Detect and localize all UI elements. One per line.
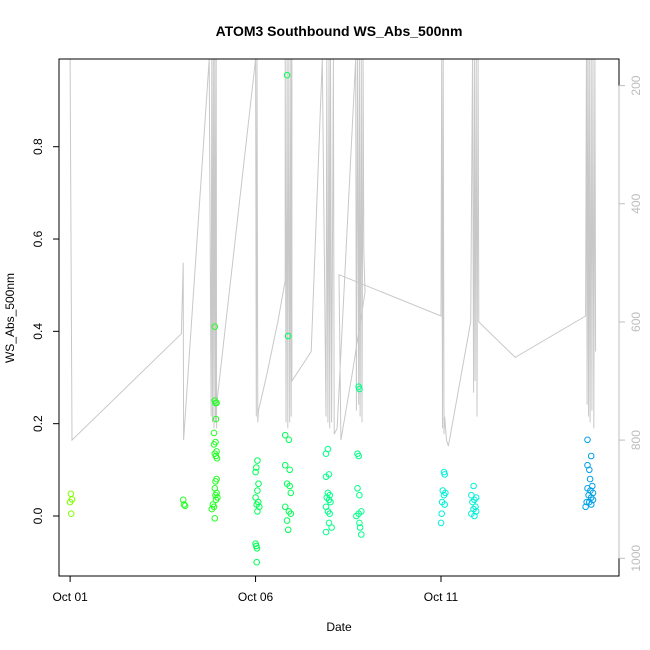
data-point — [355, 452, 363, 460]
data-point — [284, 526, 292, 534]
data-point — [322, 450, 330, 458]
data-point — [180, 501, 188, 508]
data-point — [586, 475, 594, 483]
x-tick-label: Oct 11 — [424, 590, 459, 604]
data-point — [212, 415, 220, 423]
data-point — [213, 399, 220, 407]
data-point — [67, 510, 75, 518]
data-point — [328, 524, 335, 531]
data-point — [322, 528, 330, 536]
data-point — [584, 436, 591, 444]
data-point — [356, 491, 363, 499]
data-point — [356, 519, 363, 527]
data-point — [441, 501, 449, 508]
data-point — [286, 482, 294, 490]
y-tick-label: 0.4 — [31, 323, 45, 340]
data-point — [469, 498, 476, 506]
data-point — [212, 478, 219, 485]
data-point — [326, 510, 334, 518]
data-point — [285, 436, 293, 444]
y2-tick-label: 400 — [629, 193, 643, 213]
data-point — [210, 441, 218, 448]
axes-layer: Oct 01 Oct 06 Oct 11 0.0 0.2 0.4 0.6 0.8 200 400 6… — [31, 75, 643, 604]
data-point — [211, 323, 219, 331]
data-point — [587, 452, 595, 460]
data-point — [437, 519, 445, 527]
data-point — [208, 505, 216, 513]
y2-tick-label: 600 — [629, 312, 643, 332]
data-point — [440, 491, 448, 499]
data-point — [213, 455, 221, 462]
data-point — [254, 508, 261, 515]
data-point — [286, 466, 294, 474]
data-point — [210, 429, 218, 437]
data-point — [327, 498, 334, 506]
data-point — [354, 485, 361, 492]
data-point — [255, 480, 262, 488]
data-point — [356, 524, 364, 531]
y-tick-label: 0.6 — [31, 230, 45, 247]
data-point — [586, 466, 593, 474]
y-tick-label: 0.8 — [31, 138, 45, 155]
data-point — [438, 510, 446, 518]
points-layer — [66, 71, 597, 566]
data-point — [254, 457, 261, 464]
data-point — [284, 332, 292, 340]
data-point — [253, 545, 261, 552]
y-tick-label: 0.2 — [31, 415, 45, 432]
x-tick-label: Oct 06 — [238, 590, 274, 604]
x-axis-label: Date — [326, 620, 352, 634]
y2-tick-label: 1000 — [629, 545, 643, 572]
data-point — [287, 510, 295, 518]
x-tick-label: Oct 01 — [52, 590, 88, 604]
data-point — [68, 496, 76, 503]
data-point — [353, 512, 360, 520]
data-point — [253, 558, 261, 566]
y-axis-label: WS_Abs_500nm — [3, 273, 17, 363]
data-point — [211, 515, 219, 522]
data-point — [181, 502, 189, 510]
data-point — [281, 461, 289, 469]
data-point — [179, 496, 187, 504]
data-point — [471, 512, 478, 520]
chart-title: ATOM3 Southbound WS_Abs_500nm — [216, 23, 463, 39]
y-tick-label: 0.0 — [31, 507, 45, 524]
data-point — [281, 431, 289, 439]
data-point — [322, 473, 330, 481]
data-point — [252, 464, 260, 471]
data-point — [470, 482, 477, 490]
data-point — [587, 501, 595, 508]
y2-tick-label: 200 — [629, 75, 643, 95]
data-point — [358, 531, 365, 538]
data-point — [582, 503, 589, 511]
data-point — [281, 503, 289, 511]
data-point — [283, 71, 291, 79]
data-point — [356, 385, 363, 393]
data-point — [441, 471, 449, 478]
data-point — [212, 496, 220, 504]
data-point — [287, 489, 295, 497]
data-point — [283, 517, 291, 524]
y2-tick-label: 800 — [629, 430, 643, 450]
data-point — [252, 468, 259, 476]
data-point — [254, 487, 261, 494]
